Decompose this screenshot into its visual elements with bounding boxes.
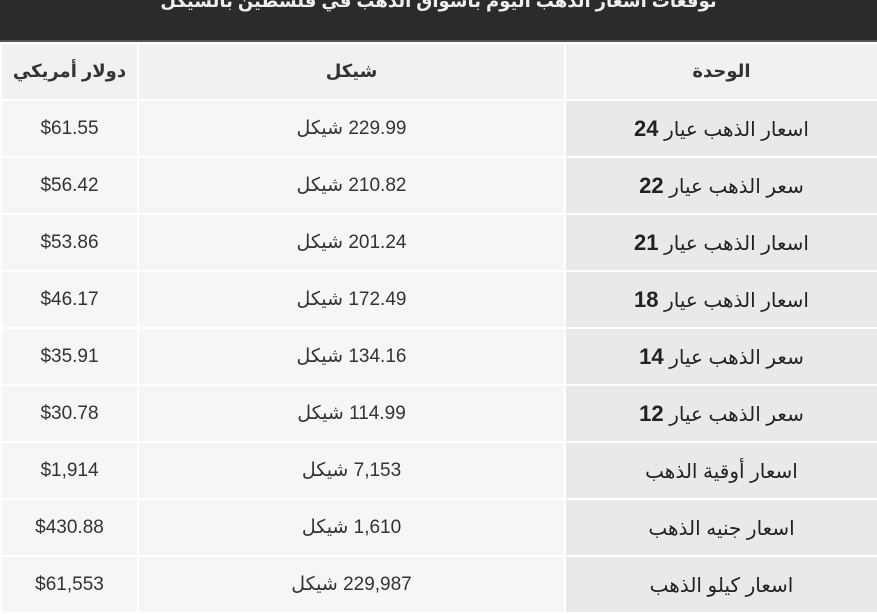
table-row: اسعار الذهب عيار 24 229.99 شيكل $61.55 [0,99,877,158]
header-usd: دولار أمريكي [0,42,139,101]
cell-usd: $61,553 [0,555,139,614]
cell-ils: 7,153 شيكل [137,441,566,500]
header-unit: الوحدة [564,42,877,101]
unit-label: سعر الذهب عيار [669,175,804,198]
cell-ils: 229.99 شيكل [137,99,566,158]
unit-label: اسعار كيلو الذهب [649,574,794,597]
karat-value: 21 [634,229,659,255]
karat-value: 14 [639,343,664,369]
cell-ils: 1,610 شيكل [137,498,566,557]
cell-ils: 229,987 شيكل [137,555,566,614]
cell-ils: 114.99 شيكل [137,384,566,443]
unit-label: سعر الذهب عيار [669,346,804,369]
cell-usd: $1,914 [0,441,139,500]
table-title-bar: توقعات أسعار الذهب اليوم بأسواق الذهب في… [0,0,877,42]
karat-value: 22 [639,172,664,198]
cell-usd: $35.91 [0,327,139,386]
cell-usd: $430.88 [0,498,139,557]
karat-value: 12 [639,400,664,426]
table-title: توقعات أسعار الذهب اليوم بأسواق الذهب في… [160,0,717,11]
unit-label: اسعار الذهب عيار [664,232,809,255]
table-row: سعر الذهب عيار 12 114.99 شيكل $30.78 [0,384,877,443]
karat-value: 18 [634,286,659,312]
cell-ils: 134.16 شيكل [137,327,566,386]
karat-value: 24 [634,115,659,141]
cell-unit: اسعار الذهب عيار 24 [564,99,877,158]
table-row: سعر الذهب عيار 22 210.82 شيكل $56.42 [0,156,877,215]
cell-unit: سعر الذهب عيار 22 [564,156,877,215]
cell-unit: اسعار الذهب عيار 18 [564,270,877,329]
cell-usd: $46.17 [0,270,139,329]
table-row: اسعار الذهب عيار 21 201.24 شيكل $53.86 [0,213,877,272]
unit-label: سعر الذهب عيار [669,403,804,426]
unit-label: اسعار الذهب عيار [664,289,809,312]
cell-ils: 172.49 شيكل [137,270,566,329]
cell-unit: سعر الذهب عيار 12 [564,384,877,443]
cell-usd: $61.55 [0,99,139,158]
cell-usd: $53.86 [0,213,139,272]
cell-usd: $56.42 [0,156,139,215]
table-row: اسعار كيلو الذهب 229,987 شيكل $61,553 [0,555,877,614]
cell-unit: اسعار جنيه الذهب [564,498,877,557]
cell-unit: سعر الذهب عيار 14 [564,327,877,386]
unit-label: اسعار جنيه الذهب [648,517,795,540]
header-ils: شيكل [137,42,566,101]
unit-label: اسعار أوقية الذهب [645,460,798,483]
cell-usd: $30.78 [0,384,139,443]
cell-ils: 210.82 شيكل [137,156,566,215]
cell-unit: اسعار أوقية الذهب [564,441,877,500]
table-row: اسعار جنيه الذهب 1,610 شيكل $430.88 [0,498,877,557]
cell-unit: اسعار الذهب عيار 21 [564,213,877,272]
table-row: سعر الذهب عيار 14 134.16 شيكل $35.91 [0,327,877,386]
header-row: الوحدة شيكل دولار أمريكي [0,42,877,101]
cell-unit: اسعار كيلو الذهب [564,555,877,614]
cell-ils: 201.24 شيكل [137,213,566,272]
gold-price-table: الوحدة شيكل دولار أمريكي اسعار الذهب عيا… [0,42,877,614]
table-row: اسعار أوقية الذهب 7,153 شيكل $1,914 [0,441,877,500]
table-row: اسعار الذهب عيار 18 172.49 شيكل $46.17 [0,270,877,329]
unit-label: اسعار الذهب عيار [664,118,809,141]
